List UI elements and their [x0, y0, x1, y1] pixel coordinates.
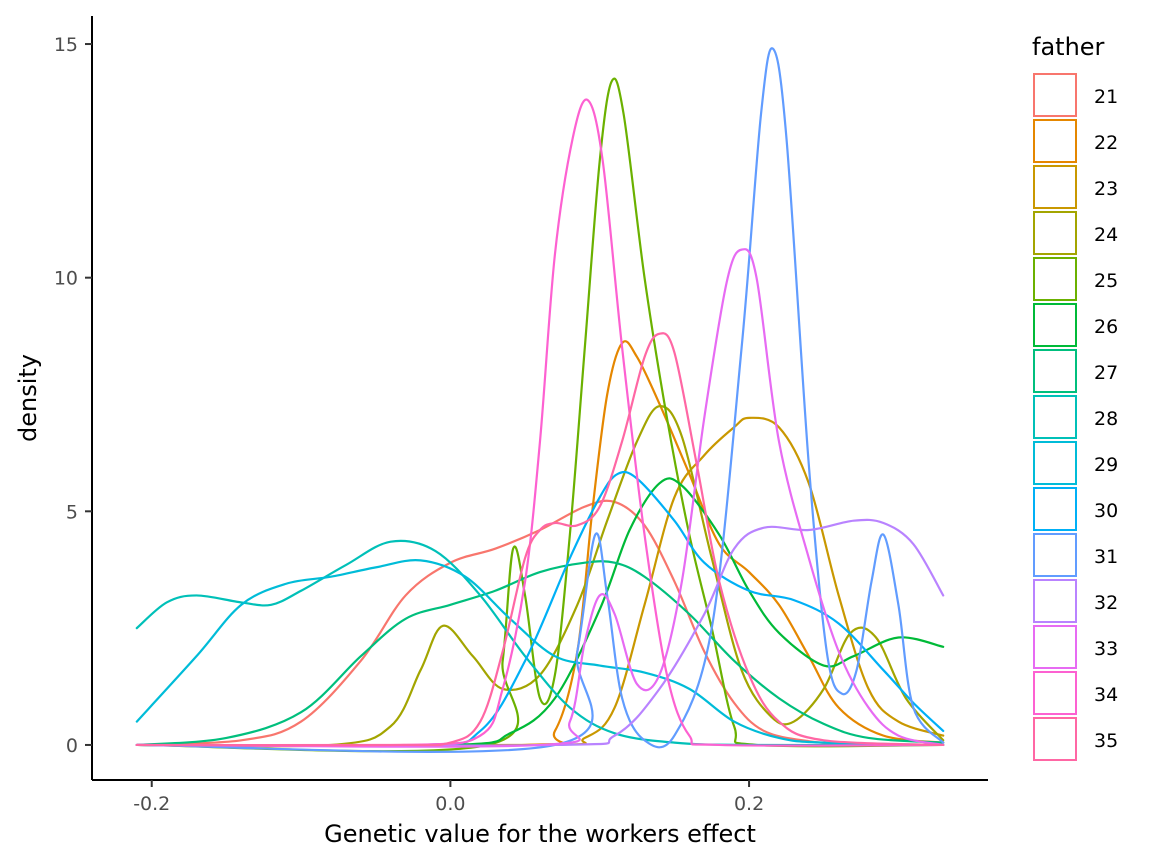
legend-key-father-34	[1033, 671, 1077, 715]
legend-key-father-27	[1033, 349, 1077, 393]
legend-label-father-21: 21	[1094, 86, 1118, 108]
legend-key-father-33	[1033, 625, 1077, 669]
legend-key-father-31	[1033, 533, 1077, 577]
legend-label-father-28: 28	[1094, 408, 1118, 430]
y-tick-label: 15	[54, 34, 78, 56]
legend-label-father-35: 35	[1094, 730, 1118, 752]
legend-label-father-33: 33	[1094, 638, 1118, 660]
density-line-father-24	[135, 405, 945, 748]
legend-label-father-23: 23	[1094, 178, 1118, 200]
y-axis-title: density	[14, 354, 42, 442]
x-tick-label: 0.0	[435, 793, 465, 815]
legend-label-father-30: 30	[1094, 500, 1118, 522]
legend-key-father-21	[1033, 73, 1077, 117]
legend-label-father-22: 22	[1094, 132, 1118, 154]
legend-key-father-32	[1033, 579, 1077, 623]
legend-key-father-22	[1033, 119, 1077, 163]
x-ticks: -0.2 0.0 0.2	[133, 780, 764, 815]
legend: father 21 22 23 24 25 26 27 28 29 30 31 32 33 34 35	[1032, 33, 1118, 761]
legend-key-father-24	[1033, 211, 1077, 255]
density-line-father-27	[135, 560, 945, 747]
density-line-father-30	[135, 470, 945, 748]
legend-items: 21 22 23 24 25 26 27 28 29 30 31 32 33 34 35	[1033, 73, 1118, 761]
x-tick-label: 0.2	[734, 793, 764, 815]
legend-key-father-25	[1033, 257, 1077, 301]
legend-label-father-32: 32	[1094, 592, 1118, 614]
y-tick-label: 5	[66, 501, 78, 523]
legend-label-father-29: 29	[1094, 454, 1118, 476]
legend-key-father-35	[1033, 717, 1077, 761]
legend-label-father-25: 25	[1094, 270, 1118, 292]
legend-label-father-24: 24	[1094, 224, 1118, 246]
density-line-father-31	[135, 47, 945, 753]
density-line-father-28	[135, 539, 945, 747]
legend-label-father-31: 31	[1094, 546, 1118, 568]
legend-label-father-26: 26	[1094, 316, 1118, 338]
y-tick-label: 10	[54, 268, 78, 290]
density-line-father-33	[135, 248, 945, 748]
series-layer	[135, 47, 945, 753]
legend-title: father	[1032, 33, 1105, 61]
x-tick-label: -0.2	[133, 793, 170, 815]
legend-key-father-23	[1033, 165, 1077, 209]
legend-label-father-34: 34	[1094, 684, 1118, 706]
density-line-father-22	[135, 340, 945, 748]
density-line-father-34	[135, 98, 945, 747]
legend-key-father-29	[1033, 441, 1077, 485]
y-ticks: 0 5 10 15	[54, 34, 92, 757]
x-axis-title: Genetic value for the workers effect	[324, 820, 756, 848]
legend-key-father-26	[1033, 303, 1077, 347]
legend-key-father-30	[1033, 487, 1077, 531]
legend-label-father-27: 27	[1094, 362, 1118, 384]
density-line-father-35	[135, 332, 945, 747]
y-tick-label: 0	[66, 735, 78, 757]
legend-key-father-28	[1033, 395, 1077, 439]
density-line-father-26	[135, 477, 945, 747]
